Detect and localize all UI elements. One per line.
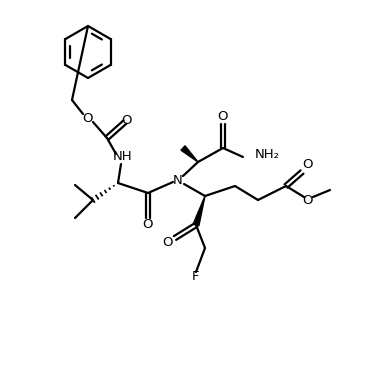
Text: O: O: [218, 110, 228, 123]
Text: O: O: [303, 159, 313, 172]
Text: O: O: [83, 112, 93, 125]
Polygon shape: [193, 196, 205, 226]
Text: NH: NH: [113, 150, 133, 163]
Polygon shape: [181, 146, 198, 162]
Text: N: N: [173, 173, 183, 186]
Text: O: O: [143, 217, 153, 231]
Text: O: O: [303, 194, 313, 207]
Text: O: O: [122, 113, 132, 126]
Text: O: O: [163, 236, 173, 250]
Text: F: F: [192, 270, 200, 282]
Text: NH₂: NH₂: [255, 148, 280, 162]
